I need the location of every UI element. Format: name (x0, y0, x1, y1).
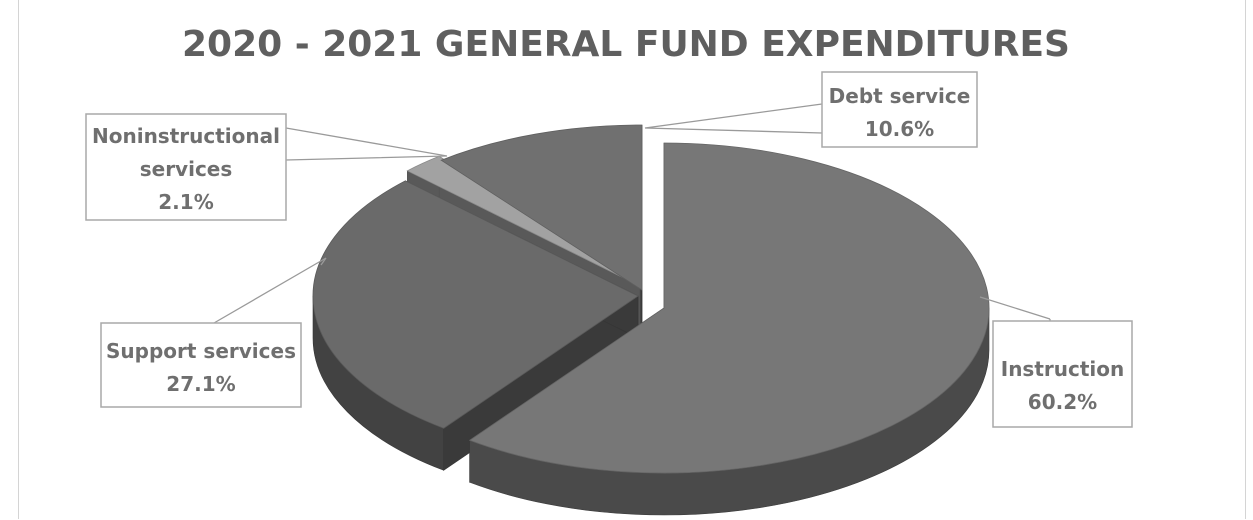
data-label-value-instruction: 60.2% (1028, 390, 1097, 414)
label-box-instruction (992, 320, 1133, 428)
leader-line-debt-service (644, 103, 823, 134)
label-box-debt-service (821, 71, 978, 148)
label-box-noninstructional-services (85, 113, 287, 221)
leader-line-support-services (213, 257, 327, 324)
data-label-value-support-services: 27.1% (166, 372, 235, 396)
chart-title: 2020 - 2021 GENERAL FUND EXPENDITURES (182, 24, 1070, 65)
pie-tops (312, 124, 990, 474)
pie-slice-debt-service (440, 124, 643, 291)
data-label-name-noninstructional-services: Noninstructional (92, 124, 280, 148)
data-label-name-debt-service: Debt service (829, 84, 971, 108)
leader-line-instruction (979, 296, 1051, 321)
data-label-name-noninstructional-services: services (140, 157, 233, 181)
pie-slice-instruction (468, 142, 990, 474)
data-label-value-noninstructional-services: 2.1% (158, 190, 213, 214)
chart-frame (18, 0, 1246, 519)
pie-slice-support-services (312, 180, 639, 429)
data-label-name-support-services: Support services (106, 339, 296, 363)
leader-line-noninstructional-services (285, 127, 448, 161)
data-label-name-instruction: Instruction (1001, 357, 1125, 381)
data-label-value-debt-service: 10.6% (865, 117, 934, 141)
data-labels: Instruction 60.2% Support services 27.1% Non… (85, 71, 1133, 428)
label-box-support-services (100, 322, 302, 408)
